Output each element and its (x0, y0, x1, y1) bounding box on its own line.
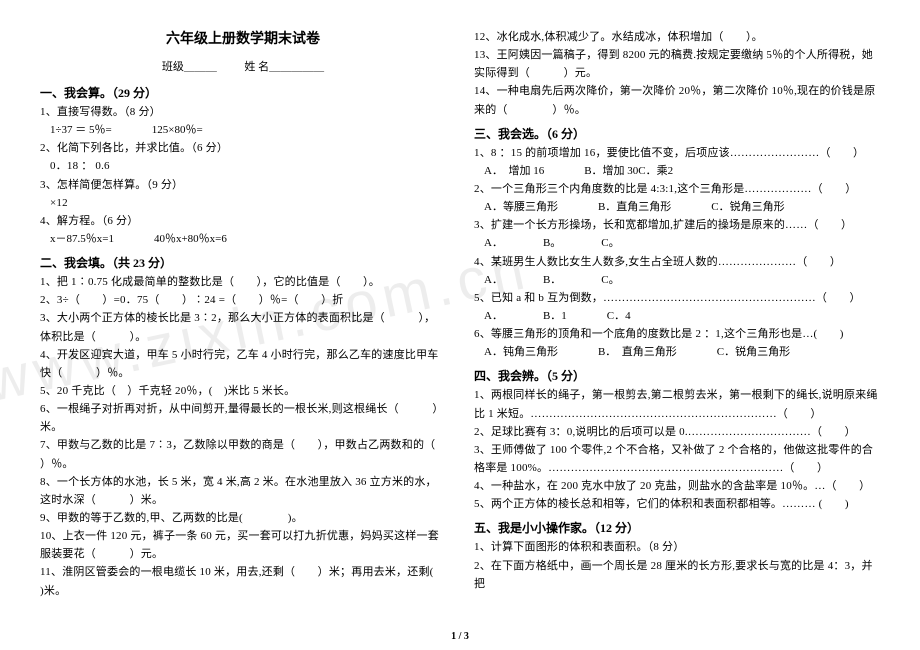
page: 六年级上册数学期末试卷 班级＿＿＿ 姓 名＿＿＿＿＿ 一、我会算。（29 分） … (0, 0, 920, 610)
s3-q5-b: B．1 (543, 307, 567, 325)
section-2-head: 二、我会填。（共 23 分） (40, 254, 446, 271)
left-column: 六年级上册数学期末试卷 班级＿＿＿ 姓 名＿＿＿＿＿ 一、我会算。（29 分） … (40, 28, 446, 600)
s3-q4-a: A． (484, 271, 503, 289)
q1-row: 1÷37 ＝ 5％= 125×80％= (40, 121, 446, 139)
s3-q1: 1、8 ：15 的前项增加 16，要使比值不变，后项应该……………………（ ） (474, 144, 880, 162)
s3-q5-c: C．4 (607, 307, 631, 325)
q4: 4、解方程。（6 分） (40, 212, 446, 230)
s2-l6: 6、一根绳子对折再对折，从中间剪开,量得最长的一根长米,则这根绳长（ ）米。 (40, 400, 446, 436)
s3-q5-a: A． (484, 307, 503, 325)
s3-q2-a: A．等腰三角形 (484, 198, 558, 216)
s3-q6-c: C．锐角三角形 (717, 343, 790, 361)
s4-l3: 3、王师傅做了 100 个零件,2 个不合格，又补做了 2 个合格的，他做这批零… (474, 441, 880, 477)
r-l14: 14、一种电扇先后两次降价，第一次降价 20％，第二次降价 10％,现在的价钱是… (474, 82, 880, 118)
s2-l3: 3、大小两个正方体的棱长比是 3∶2，那么大小正方体的表面积比是（ ），体积比是… (40, 309, 446, 345)
name-label: 姓 名＿＿＿＿＿ (244, 61, 324, 73)
section-3-head: 三、我会选。（6 分） (474, 125, 880, 142)
s3-q3-b: B。 (543, 234, 561, 252)
s4-l1: 1、两根同样长的绳子，第一根剪去,第二根剪去米，第一根剩下的绳长,说明原来绳比 … (474, 386, 880, 422)
r-l12: 12、冰化成水,体积减少了。水结成冰，体积增加（ ）。 (474, 28, 880, 46)
s5-l2: 2、在下面方格纸中，画一个周长是 28 厘米的长方形,要求长与宽的比是 4：3，… (474, 557, 880, 593)
s2-l4: 4、开发区迎宾大道，甲车 5 小时行完，乙车 4 小时行完，那么乙车的速度比甲车… (40, 346, 446, 382)
s3-q1-a: A． 增加 16 (484, 162, 544, 180)
q2a: 0．18 ： 0.6 (40, 157, 446, 175)
s3-q3-c: C。 (601, 234, 619, 252)
s4-l4: 4、一种盐水，在 200 克水中放了 20 克盐，则盐水的含盐率是 10％。…（… (474, 477, 880, 495)
s5-l1: 1、计算下面图形的体积和表面积。（8 分） (474, 538, 880, 556)
s3-q1-opt: A． 增加 16 B．增加 30C．乘2 (474, 162, 880, 180)
s3-q4-b: B． (543, 271, 561, 289)
s3-q4-opt: A． B． C。 (474, 271, 880, 289)
s2-l9: 9、甲数的等于乙数的,甲、乙两数的比是( )。 (40, 509, 446, 527)
q3a: ×12 (40, 194, 446, 212)
q2: 2、化简下列各比，并求比值。（6 分） (40, 139, 446, 157)
r-l13: 13、王阿姨因一篇稿子，得到 8200 元的稿费.按规定要缴纳 5％的个人所得税… (474, 46, 880, 82)
s3-q6-a: A．钝角三角形 (484, 343, 558, 361)
s3-q3-opt: A． B。 C。 (474, 234, 880, 252)
s3-q4: 4、某班男生人数比女生人数多,女生占全班人数的…………………（ ） (474, 253, 880, 271)
s3-q6-b: B． 直角三角形 (598, 343, 677, 361)
s2-l1: 1、把 1∶0.75 化成最简单的整数比是（ ），它的比值是（ ）。 (40, 273, 446, 291)
s2-l2: 2、3÷（ ）=0．75（ ）∶24 =（ ）％=（ ）折 (40, 291, 446, 309)
s2-l7: 7、甲数与乙数的比是 7∶3，乙数除以甲数的商是（ ），甲数占乙两数和的（ ）％… (40, 436, 446, 472)
page-number: 1 / 3 (451, 631, 469, 642)
class-label: 班级＿＿＿ (162, 61, 217, 73)
s3-q2-b: B．直角三角形 (598, 198, 671, 216)
q3: 3、怎样简便怎样算。（9 分） (40, 176, 446, 194)
s2-l5: 5、20 千克比（ ）千克轻 20％，( )米比 5 米长。 (40, 382, 446, 400)
s3-q3-a: A． (484, 234, 503, 252)
s3-q5: 5、已知 a 和 b 互为倒数，…………………………………………………（ ） (474, 289, 880, 307)
s4-l2: 2、足球比赛有 3：0,说明比的后项可以是 0.……………………………（ ） (474, 423, 880, 441)
page-title: 六年级上册数学期末试卷 (40, 28, 446, 48)
section-4-head: 四、我会辨。（5 分） (474, 367, 880, 384)
section-5-head: 五、我是小小操作家。（12 分） (474, 519, 880, 536)
s2-l8: 8、一个长方体的水池，长 5 米，宽 4 米,高 2 米。在水池里放入 36 立… (40, 473, 446, 509)
q1b: 125×80％= (152, 121, 203, 139)
right-column: 12、冰化成水,体积减少了。水结成冰，体积增加（ ）。 13、王阿姨因一篇稿子，… (474, 28, 880, 600)
q4a: x－87.5％x=1 (50, 230, 114, 248)
s4-l5: 5、两个正方体的棱长总和相等，它们的体积和表面积都相等。……… ( ) (474, 495, 880, 513)
s3-q1-b: B．增加 30C．乘2 (584, 162, 673, 180)
s3-q5-opt: A． B．1 C．4 (474, 307, 880, 325)
q1: 1、直接写得数。（8 分） (40, 103, 446, 121)
s3-q3: 3、扩建一个长方形操场，长和宽都增加,扩建后的操场是原来的……（ ） (474, 216, 880, 234)
s3-q2: 2、一个三角形三个内角度数的比是 4:3:1,这个三角形是………………（ ） (474, 180, 880, 198)
s3-q2-c: C．锐角三角形 (711, 198, 784, 216)
s2-l11: 11、淮阴区管委会的一根电缆长 10 米，用去,还剩（ ）米；再用去米，还剩( … (40, 563, 446, 599)
section-1-head: 一、我会算。（29 分） (40, 84, 446, 101)
q4b: 40％x+80％x=6 (154, 230, 227, 248)
meta-line: 班级＿＿＿ 姓 名＿＿＿＿＿ (40, 58, 446, 74)
s2-l10: 10、上衣一件 120 元，裤子一条 60 元，买一套可以打九折优惠，妈妈买这样… (40, 527, 446, 563)
s3-q2-opt: A．等腰三角形 B．直角三角形 C．锐角三角形 (474, 198, 880, 216)
q1a: 1÷37 ＝ 5％= (50, 121, 112, 139)
s3-q6: 6、等腰三角形的顶角和一个底角的度数比是 2 ：1,这个三角形也是…( ) (474, 325, 880, 343)
s3-q4-c: C。 (601, 271, 619, 289)
s3-q6-opt: A．钝角三角形 B． 直角三角形 C．锐角三角形 (474, 343, 880, 361)
q4-row: x－87.5％x=1 40％x+80％x=6 (40, 230, 446, 248)
